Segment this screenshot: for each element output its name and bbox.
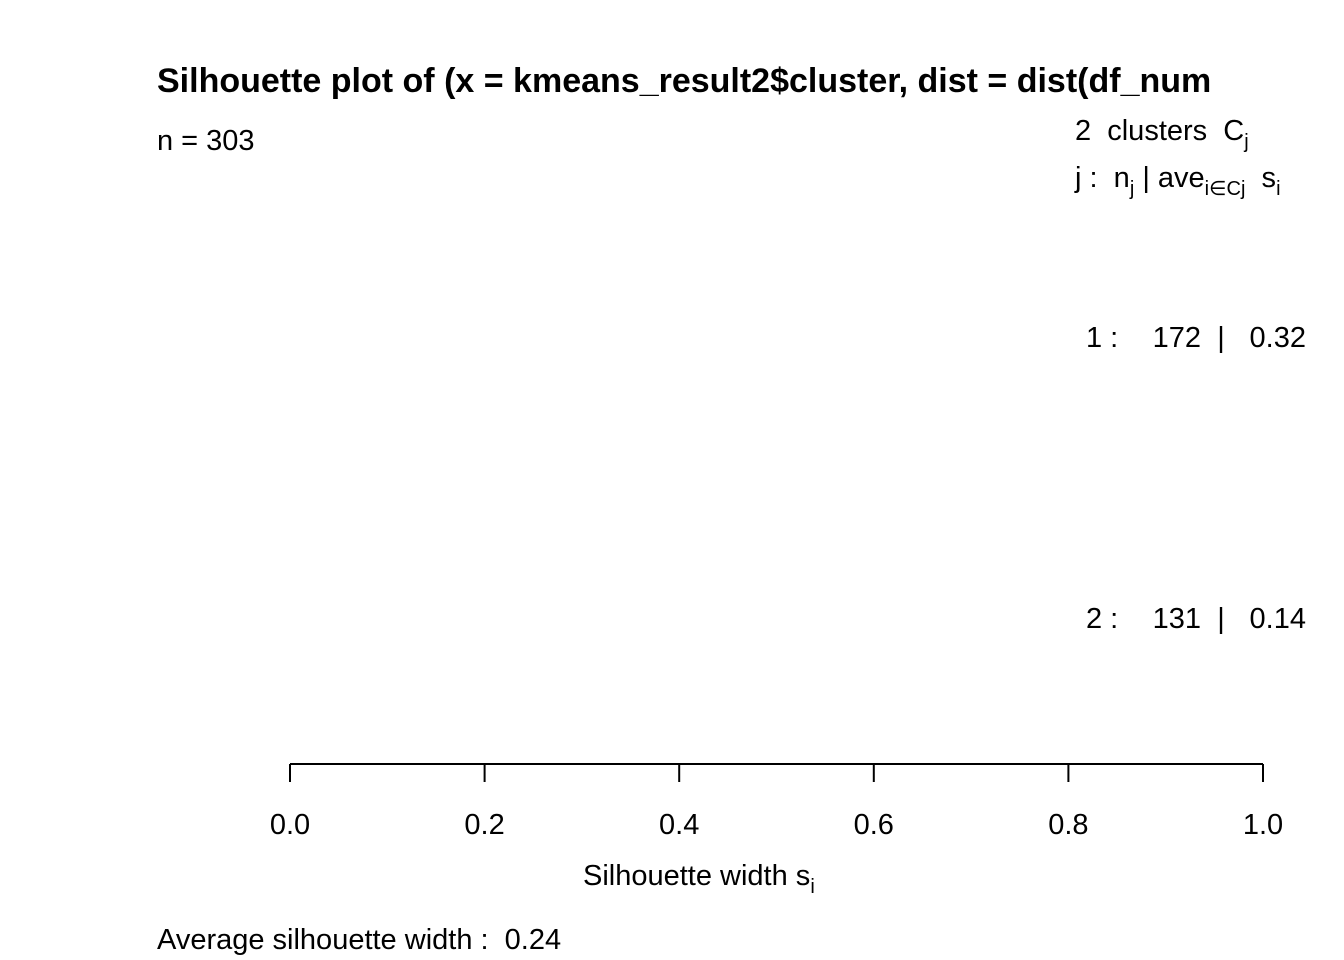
chart-title: Silhouette plot of (x = kmeans_result2$c… (157, 62, 1211, 100)
cluster-average: 0.14 (1250, 603, 1306, 635)
footer: Average silhouette width : 0.24 (157, 924, 561, 956)
legend-header-part: 2 clusters C (1075, 115, 1244, 147)
x-tick-label: 0.2 (464, 809, 504, 841)
x-tick-label: 0.6 (854, 809, 894, 841)
legend-header-sub: i∈Cj (1205, 178, 1246, 200)
legend-header-part: s (1245, 162, 1276, 194)
legend-header-sub: i (1276, 178, 1280, 200)
x-tick-label: 1.0 (1243, 809, 1283, 841)
legend-header-sub: j (1243, 131, 1248, 153)
legend-header-sub: j (1129, 178, 1134, 200)
legend-header: 2 clusters Cj​ (1075, 115, 1249, 153)
legend-header-part: | ave (1134, 162, 1204, 194)
x-axis-label-part: Silhouette width s (583, 860, 810, 892)
x-tick-label: 0.8 (1048, 809, 1088, 841)
x-axis-label-sub: i (810, 876, 814, 898)
x-tick-label: 0.4 (659, 809, 699, 841)
legend-header: j : nj​ | avei∈Cj​ si​ (1074, 162, 1281, 200)
cluster-size: 131 (1153, 603, 1201, 635)
cluster-average: 0.32 (1250, 322, 1306, 354)
cluster-divider: | (1217, 322, 1225, 354)
cluster-divider: | (1217, 603, 1225, 635)
x-axis-label: Silhouette width si​ (583, 860, 815, 898)
cluster-label: 2 : (1086, 603, 1118, 635)
legend-header-part: j : n (1074, 162, 1130, 194)
cluster-size: 172 (1153, 322, 1201, 354)
x-tick-label: 0.0 (270, 809, 310, 841)
cluster-label: 1 : (1086, 322, 1118, 354)
subtitle: n = 303 (157, 125, 255, 157)
